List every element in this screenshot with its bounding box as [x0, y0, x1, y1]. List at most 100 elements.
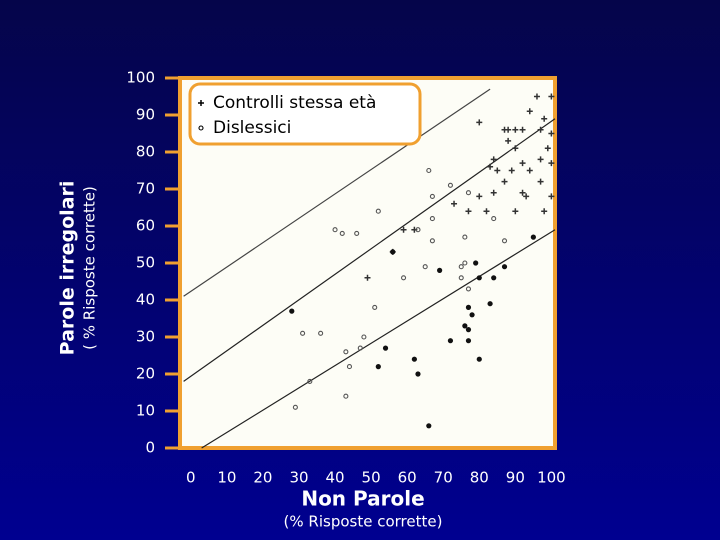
circle-marker [343, 393, 349, 399]
cross-marker [451, 200, 458, 207]
dot-marker [390, 249, 396, 255]
cross-marker [490, 156, 497, 163]
circle-marker [318, 330, 324, 336]
cross-marker [400, 226, 407, 233]
cross-marker [198, 100, 204, 106]
circle-marker [415, 227, 421, 233]
cross-marker [537, 126, 544, 133]
dot-marker [473, 260, 479, 266]
x-axis-subtitle: (% Risposte corrette) [284, 513, 443, 531]
circle-marker [447, 182, 453, 188]
circle-marker [465, 286, 472, 292]
cross-marker [483, 208, 490, 215]
y-tick-label: 30 [136, 328, 155, 346]
circle-marker [343, 349, 349, 355]
circle-marker [332, 227, 338, 233]
y-tick-label: 90 [136, 106, 155, 124]
trend-line [201, 229, 556, 449]
dot-marker [501, 264, 508, 270]
circle-marker [501, 238, 508, 244]
circle-marker [422, 264, 428, 270]
dot-marker [465, 338, 472, 344]
circle-marker [346, 364, 353, 370]
legend [188, 82, 422, 146]
cross-marker [519, 160, 526, 167]
x-tick-label: 50 [362, 469, 381, 487]
cross-marker [537, 156, 544, 163]
cross-marker [541, 208, 548, 215]
dot-marker [382, 345, 389, 351]
circle-marker [361, 334, 367, 340]
circle-marker [339, 230, 345, 236]
legend-entries: Controlli stessa età Dislessici [198, 93, 376, 138]
cross-marker [512, 126, 519, 133]
cross-marker [505, 137, 512, 144]
cross-marker [501, 178, 508, 185]
dot-marker [487, 301, 493, 307]
cross-marker [548, 93, 555, 100]
cross-marker [508, 167, 515, 174]
circle-marker [300, 330, 306, 336]
circle-marker [462, 234, 468, 240]
circle-marker [491, 216, 497, 222]
dot-marker [476, 356, 482, 362]
legend-label: Dislessici [213, 118, 291, 138]
cross-marker [512, 145, 519, 152]
circle-marker [307, 378, 313, 384]
dot-marker [375, 364, 381, 370]
y-tick-label: 100 [126, 69, 155, 87]
circle-marker [458, 264, 464, 270]
dot-marker [426, 423, 432, 429]
x-tick-label: 0 [186, 469, 196, 487]
x-tick-label: 10 [217, 469, 236, 487]
y-axis-subtitle: ( % Risposte corrette) [81, 186, 99, 350]
circle-marker [198, 125, 204, 131]
legend-label: Controlli stessa età [213, 93, 376, 113]
cross-marker [548, 193, 555, 200]
y-tick-label: 70 [136, 180, 155, 198]
circle-marker [292, 404, 298, 410]
trend-line [183, 118, 556, 382]
y-tick-label: 10 [136, 402, 155, 420]
cross-marker [548, 160, 555, 167]
dot-marker [411, 356, 417, 362]
dot-marker [289, 308, 295, 314]
cross-marker [490, 189, 497, 196]
x-axis-title: Non Parole [301, 487, 424, 511]
dot-marker [476, 275, 482, 281]
cross-marker [526, 167, 533, 174]
circle-marker [354, 230, 360, 236]
x-tick-label: 20 [253, 469, 272, 487]
x-tick-label: 90 [506, 469, 525, 487]
circle-marker [372, 304, 378, 310]
dot-marker [447, 338, 454, 344]
x-tick-label: 80 [470, 469, 489, 487]
cross-marker [494, 167, 501, 174]
marks [183, 88, 556, 449]
x-tick-label: 40 [326, 469, 345, 487]
cross-marker [519, 126, 526, 133]
circle-marker [458, 275, 464, 281]
cross-marker [364, 274, 371, 281]
cross-marker [465, 208, 472, 215]
circle-marker [375, 208, 381, 214]
trend-line [183, 88, 491, 297]
cross-marker [476, 119, 483, 126]
cross-marker [541, 115, 548, 122]
cross-marker [476, 193, 483, 200]
cross-marker [505, 126, 512, 133]
dot-marker [491, 275, 497, 281]
cross-marker [537, 178, 544, 185]
circle-marker [429, 216, 435, 222]
y-tick-label: 20 [136, 365, 155, 383]
dot-marker [462, 323, 468, 329]
dot-marker [530, 234, 536, 240]
y-tick-label: 40 [136, 291, 155, 309]
cross-marker [487, 163, 494, 170]
x-tick-label: 60 [398, 469, 417, 487]
y-tick-label: 50 [136, 254, 155, 272]
y-axis-title: Parole irregolari [57, 181, 79, 356]
circle-marker [465, 190, 472, 196]
x-tick-label: 70 [434, 469, 453, 487]
